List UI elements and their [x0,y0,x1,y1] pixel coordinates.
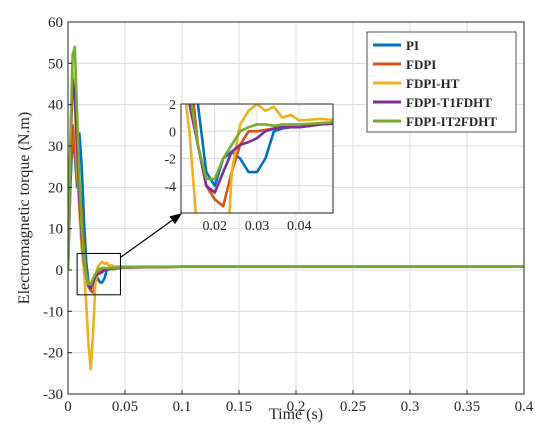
inset-series-lines [184,104,333,213]
inset-x-tick-label: 0.04 [287,219,312,234]
x-tick-label: 0.3 [401,399,420,415]
inset-y-tick-label: -4 [164,180,176,195]
y-tick-label: -30 [43,387,63,403]
legend-label-1: FDPI [406,57,436,72]
legend-label-4: FDPI-IT2FDHT [406,114,497,129]
inset-series-line-0 [196,104,333,188]
inset-x-tick-labels: 0.02 0.03 0.04 [203,219,312,234]
y-tick-label: 20 [48,180,63,196]
x-axis-label: Time (s) [269,406,323,423]
inset-x-tick-label: 0.02 [203,219,228,234]
inset-chart: 0.02 0.03 0.04 2 0 -2 -4 [164,98,334,234]
inset-series-line-4 [190,104,333,181]
y-tick-label: 60 [48,15,63,31]
inset-y-tick-label: 2 [169,98,176,113]
series-lines [68,45,524,371]
y-tick-labels: -30 -20 -10 0 10 20 30 40 50 60 [43,15,72,403]
inset-grid-lines [181,103,333,213]
x-tick-label: 0.35 [454,399,480,415]
y-tick-label: -20 [43,346,63,362]
x-tick-label: 0.1 [173,399,192,415]
x-tick-label: 0 [64,399,72,415]
x-tick-label: 0.4 [515,399,534,415]
inset-y-tick-label: 0 [169,125,176,140]
inset-y-tick-labels: 2 0 -2 -4 [164,98,176,195]
series-line-4 [68,45,524,286]
legend-label-0: PI [406,38,419,53]
inset-series-line-2 [184,104,333,213]
y-tick-label: 0 [56,263,64,279]
y-tick-label: 10 [48,222,63,238]
x-tick-labels: 0 0.05 0.1 0.15 0.2 0.25 0.3 0.35 0.4 [64,390,534,415]
x-tick-label: 0.15 [226,399,252,415]
legend-label-2: FDPI-HT [406,76,460,91]
x-tick-label: 0.2 [287,399,306,415]
zoom-arrow [120,213,182,258]
y-tick-label: 30 [48,139,63,155]
y-tick-label: 40 [48,98,63,114]
x-tick-label: 0.05 [112,399,138,415]
inset-series-line-1 [192,104,333,208]
y-tick-label: 50 [48,56,63,72]
legend: PI FDPI FDPI-HT FDPI-T1FDHT FDPI-IT2FDHT [366,31,517,133]
x-tick-label: 0.25 [340,399,366,415]
legend-label-3: FDPI-T1FDHT [406,95,492,110]
inset-y-tick-label: -2 [164,153,176,168]
inset-x-tick-label: 0.03 [245,219,270,234]
inset-series-line-3 [188,104,333,194]
zoom-box [76,252,121,296]
y-axis-label: Electromagnetic torque (N.m) [16,112,33,304]
inset-frame [180,103,334,214]
y-tick-label: -10 [43,304,63,320]
